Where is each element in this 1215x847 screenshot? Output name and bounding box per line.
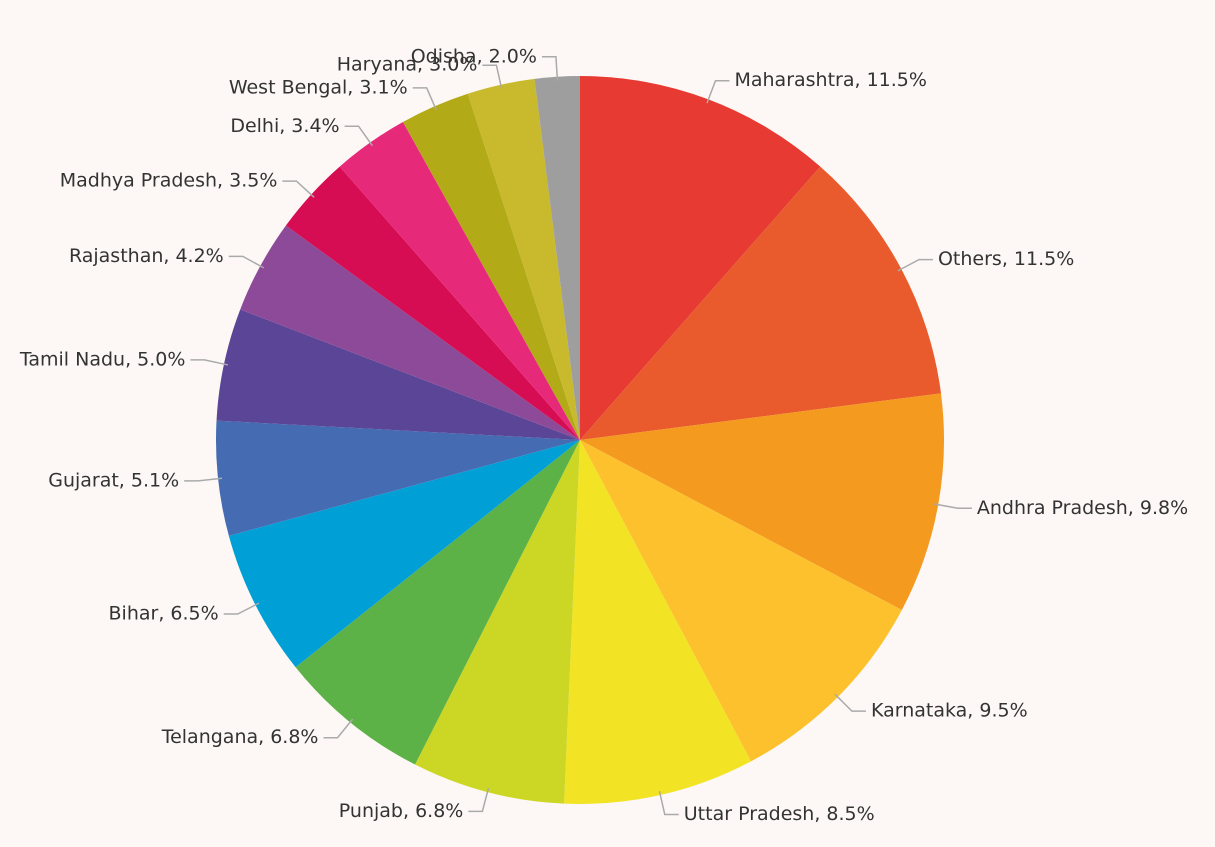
leader-line [482, 64, 503, 89]
leader-line [228, 255, 265, 269]
leader-line [541, 56, 559, 81]
data-label: Uttar Pradesh, 8.5% [684, 803, 875, 825]
pie-slice [240, 225, 580, 440]
pie-slice [580, 393, 944, 611]
pie-slice [415, 440, 580, 804]
data-label: Karnataka, 9.5% [871, 700, 1028, 722]
pie-slice [228, 440, 580, 668]
pie-slice [216, 420, 580, 536]
pie-slice [339, 121, 580, 441]
data-label: Maharashtra, 11.5% [734, 69, 926, 91]
data-label: Delhi, 3.4% [230, 115, 339, 137]
data-label: Rajasthan, 4.2% [69, 245, 224, 267]
data-label: Odisha, 2.0% [411, 45, 537, 67]
leader-line [934, 503, 972, 510]
data-label: Bihar, 6.5% [109, 603, 219, 625]
data-label: Andhra Pradesh, 9.8% [977, 497, 1188, 519]
leader-line [344, 125, 374, 147]
leader-line [190, 359, 229, 366]
pie-slice [216, 309, 581, 440]
data-label: Punjab, 6.8% [339, 800, 464, 822]
pie-slice [580, 76, 821, 440]
leader-line [282, 180, 315, 198]
pie-slice [467, 78, 580, 440]
data-label: Madhya Pradesh, 3.5% [60, 170, 278, 192]
data-label: Gujarat, 5.1% [48, 469, 179, 491]
data-label: Others, 11.5% [938, 248, 1074, 270]
pie-slice [564, 440, 752, 804]
leader-line [412, 87, 437, 111]
pie-slice [580, 166, 941, 441]
pie-slice [534, 76, 580, 440]
leader-line [184, 477, 223, 482]
leader-line [706, 79, 730, 104]
leader-line [658, 790, 679, 816]
data-label: West Bengal, 3.1% [229, 76, 408, 98]
leader-line [468, 787, 490, 813]
leader-line [223, 602, 260, 615]
data-label: Tamil Nadu, 5.0% [19, 348, 186, 370]
data-label: Haryana, 3.0% [337, 54, 478, 76]
pie-slice [295, 440, 580, 765]
leader-line [897, 258, 933, 272]
leader-line [834, 693, 866, 712]
pie-slice [402, 93, 580, 440]
leader-line [323, 718, 354, 739]
data-label: Telangana, 6.8% [161, 726, 319, 748]
pie-slice [580, 440, 902, 762]
pie-slice [285, 166, 580, 441]
